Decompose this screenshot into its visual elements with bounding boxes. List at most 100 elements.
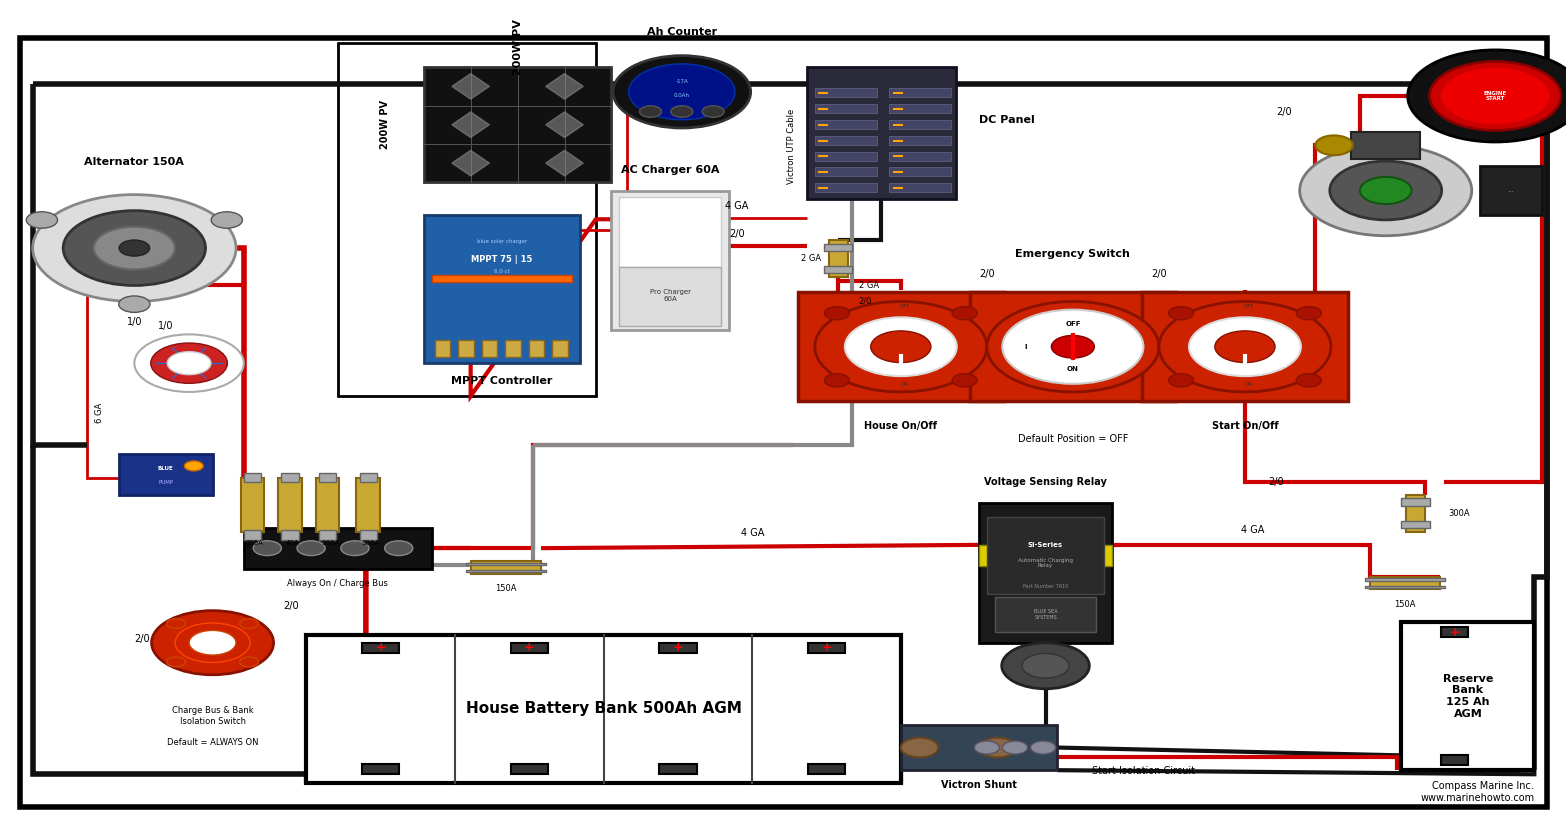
Circle shape bbox=[1022, 653, 1069, 678]
FancyBboxPatch shape bbox=[528, 340, 544, 356]
FancyBboxPatch shape bbox=[1406, 495, 1424, 532]
FancyBboxPatch shape bbox=[1142, 292, 1348, 401]
Text: Automatic Charging
Relay: Automatic Charging Relay bbox=[1019, 558, 1073, 568]
FancyBboxPatch shape bbox=[815, 167, 876, 177]
Circle shape bbox=[1031, 741, 1056, 754]
Text: -17A: -17A bbox=[675, 79, 688, 84]
Text: House On/Off: House On/Off bbox=[865, 422, 937, 431]
Circle shape bbox=[979, 738, 1017, 757]
Circle shape bbox=[871, 331, 931, 362]
Text: Charge Bus & Bank
Isolation Switch

Default = ALWAYS ON: Charge Bus & Bank Isolation Switch Defau… bbox=[166, 706, 259, 747]
Circle shape bbox=[27, 212, 58, 229]
FancyBboxPatch shape bbox=[1351, 132, 1420, 159]
FancyBboxPatch shape bbox=[888, 88, 951, 97]
FancyBboxPatch shape bbox=[829, 240, 848, 277]
Text: 2/0: 2/0 bbox=[859, 297, 871, 306]
FancyBboxPatch shape bbox=[807, 643, 845, 653]
Text: +: + bbox=[672, 641, 683, 654]
FancyBboxPatch shape bbox=[1370, 577, 1440, 589]
Circle shape bbox=[639, 106, 661, 117]
Text: ON: ON bbox=[1067, 366, 1078, 372]
FancyBboxPatch shape bbox=[359, 473, 376, 483]
Circle shape bbox=[1051, 336, 1094, 358]
Circle shape bbox=[953, 307, 978, 320]
Text: SI-Series: SI-Series bbox=[1028, 542, 1062, 548]
Circle shape bbox=[298, 540, 326, 555]
Circle shape bbox=[190, 630, 237, 655]
FancyBboxPatch shape bbox=[511, 765, 548, 775]
Text: MPPT 75 | 15: MPPT 75 | 15 bbox=[472, 255, 533, 264]
Polygon shape bbox=[451, 150, 489, 176]
Text: Reserve
Bank
125 Ah
AGM: Reserve Bank 125 Ah AGM bbox=[1443, 674, 1493, 719]
FancyBboxPatch shape bbox=[470, 561, 541, 573]
FancyBboxPatch shape bbox=[481, 340, 497, 356]
Text: 2/0: 2/0 bbox=[729, 229, 744, 239]
Text: 2/0: 2/0 bbox=[1276, 107, 1291, 117]
Circle shape bbox=[975, 741, 1000, 754]
Text: 300A: 300A bbox=[362, 540, 379, 546]
Circle shape bbox=[845, 318, 957, 376]
Text: 1/0: 1/0 bbox=[158, 321, 174, 331]
FancyBboxPatch shape bbox=[282, 473, 299, 483]
Circle shape bbox=[628, 64, 735, 120]
Text: 40A: 40A bbox=[285, 540, 299, 546]
Text: 2 GA: 2 GA bbox=[859, 280, 879, 290]
FancyBboxPatch shape bbox=[995, 596, 1097, 632]
Text: 200W PV: 200W PV bbox=[512, 19, 522, 74]
Text: 1/0: 1/0 bbox=[127, 317, 143, 327]
Text: 100A: 100A bbox=[321, 540, 338, 546]
Polygon shape bbox=[451, 112, 489, 138]
FancyBboxPatch shape bbox=[307, 634, 901, 782]
FancyBboxPatch shape bbox=[807, 67, 956, 199]
FancyBboxPatch shape bbox=[1442, 627, 1468, 637]
FancyBboxPatch shape bbox=[458, 340, 473, 356]
FancyBboxPatch shape bbox=[359, 530, 376, 540]
FancyBboxPatch shape bbox=[362, 765, 400, 775]
FancyBboxPatch shape bbox=[660, 765, 697, 775]
Text: blue solar charger: blue solar charger bbox=[476, 239, 527, 244]
FancyBboxPatch shape bbox=[987, 517, 1105, 594]
FancyBboxPatch shape bbox=[423, 67, 611, 182]
FancyBboxPatch shape bbox=[824, 243, 852, 251]
FancyBboxPatch shape bbox=[979, 545, 1003, 566]
Text: 150A: 150A bbox=[495, 584, 517, 593]
Circle shape bbox=[1299, 145, 1471, 236]
Circle shape bbox=[150, 343, 227, 384]
FancyBboxPatch shape bbox=[356, 478, 379, 532]
FancyBboxPatch shape bbox=[244, 528, 431, 568]
FancyBboxPatch shape bbox=[979, 503, 1113, 643]
Text: OFF: OFF bbox=[1066, 321, 1081, 327]
Circle shape bbox=[240, 619, 259, 629]
Text: 0.0Ah: 0.0Ah bbox=[674, 92, 689, 97]
Text: I: I bbox=[1025, 344, 1026, 350]
Text: +: + bbox=[821, 641, 832, 654]
FancyBboxPatch shape bbox=[282, 530, 299, 540]
Circle shape bbox=[1003, 741, 1028, 754]
Circle shape bbox=[824, 307, 849, 320]
FancyBboxPatch shape bbox=[552, 340, 567, 356]
FancyBboxPatch shape bbox=[611, 191, 729, 330]
Circle shape bbox=[185, 461, 204, 471]
Circle shape bbox=[815, 301, 987, 392]
Text: ENGINE
START: ENGINE START bbox=[1484, 91, 1507, 101]
FancyBboxPatch shape bbox=[320, 473, 337, 483]
Circle shape bbox=[168, 351, 212, 375]
FancyBboxPatch shape bbox=[241, 478, 265, 532]
Text: BLUE: BLUE bbox=[158, 465, 174, 470]
Circle shape bbox=[1296, 307, 1321, 320]
Circle shape bbox=[613, 55, 751, 128]
Text: Victron Shunt: Victron Shunt bbox=[942, 780, 1017, 790]
Circle shape bbox=[166, 619, 185, 629]
FancyBboxPatch shape bbox=[824, 266, 852, 273]
Text: 4 GA: 4 GA bbox=[741, 528, 763, 539]
FancyBboxPatch shape bbox=[888, 152, 951, 161]
FancyBboxPatch shape bbox=[317, 478, 340, 532]
FancyBboxPatch shape bbox=[815, 88, 876, 97]
Text: OFF: OFF bbox=[1244, 304, 1255, 309]
FancyBboxPatch shape bbox=[901, 725, 1058, 771]
FancyBboxPatch shape bbox=[511, 643, 548, 653]
Circle shape bbox=[33, 195, 237, 301]
Circle shape bbox=[1169, 307, 1194, 320]
FancyBboxPatch shape bbox=[888, 120, 951, 129]
Circle shape bbox=[1330, 161, 1442, 220]
